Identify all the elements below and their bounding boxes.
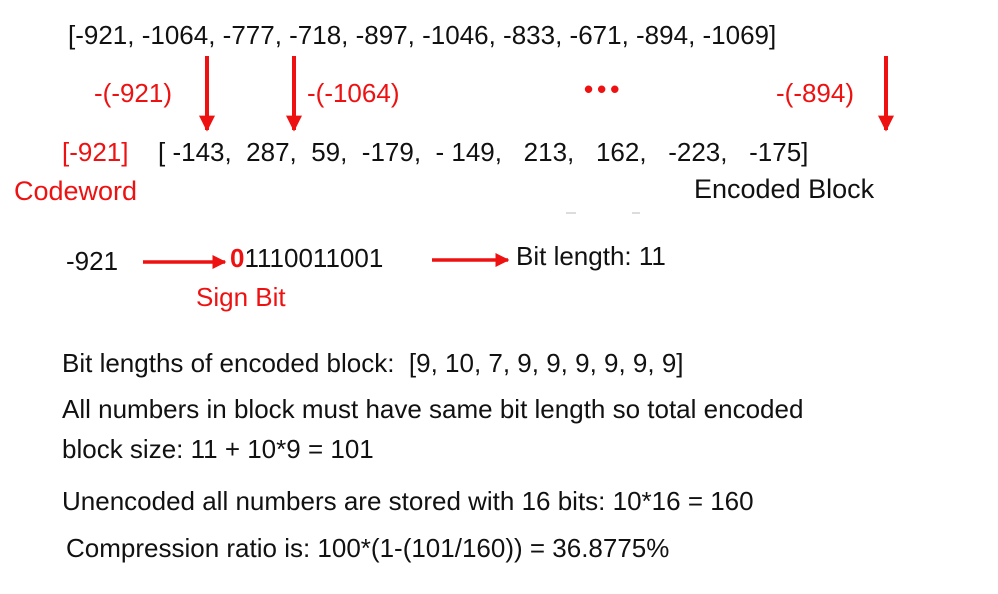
codeword-label: Codeword (14, 176, 138, 206)
compression-ratio-line: Compression ratio is: 100*(1-(101/160)) … (66, 533, 670, 563)
sign-bit-digit: 0 (230, 243, 245, 273)
subtraction-label-first: -(-921) (94, 78, 173, 108)
binary-representation: 01110011001 (230, 245, 383, 271)
input-array: [-921, -1064, -777, -718, -897, -1046, -… (68, 20, 777, 50)
encoded-block-label: Encoded Block (694, 174, 875, 204)
unencoded-line: Unencoded all numbers are stored with 16… (62, 486, 754, 516)
codeword-value: [-921] (62, 137, 129, 167)
ellipsis-dots: ••• (584, 74, 624, 104)
same-length-line-1: All numbers in block must have same bit … (62, 394, 804, 424)
encoded-block-values: [ -143, 287, 59, -179, - 149, 213, 162, … (158, 137, 809, 167)
subtraction-label-last: -(-894) (776, 78, 855, 108)
decimal-value: -921 (66, 246, 119, 276)
subtraction-label-second: -(-1064) (307, 78, 400, 108)
binary-rest-bits: 1110011001 (244, 243, 384, 273)
sign-bit-label: Sign Bit (196, 282, 286, 312)
bit-length-text: Bit length: 11 (516, 241, 666, 271)
bit-lengths-line: Bit lengths of encoded block: [9, 10, 7,… (62, 348, 684, 378)
same-length-line-2: block size: 11 + 10*9 = 101 (62, 434, 374, 464)
